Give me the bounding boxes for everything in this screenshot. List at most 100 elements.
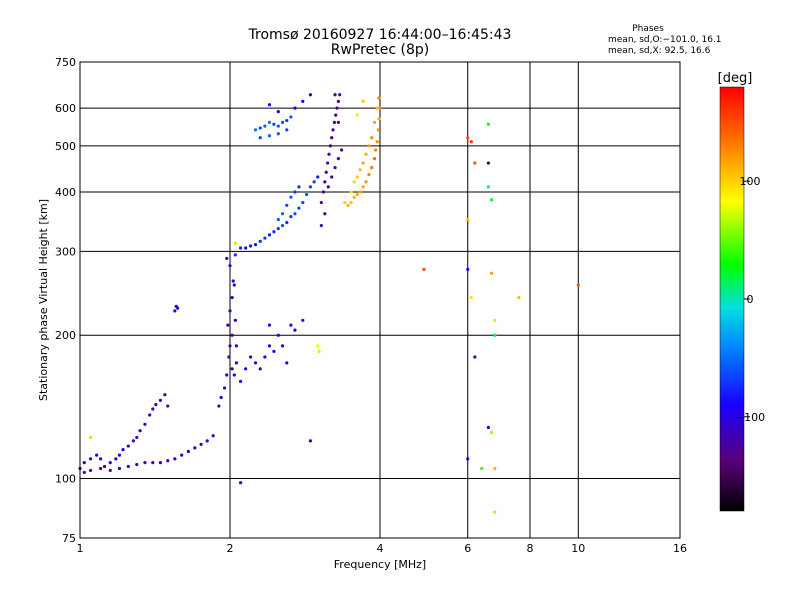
data-point — [316, 175, 320, 179]
data-point — [335, 106, 339, 110]
data-point — [466, 136, 470, 140]
data-point — [151, 407, 155, 411]
data-point — [99, 466, 103, 471]
data-point — [372, 157, 377, 161]
data-point — [367, 173, 371, 177]
y-tick-label: 75 — [62, 532, 76, 545]
data-point — [244, 246, 248, 250]
colorbar-tick-label: 100 — [740, 175, 761, 188]
data-point — [267, 120, 272, 124]
data-point — [319, 223, 323, 228]
data-point — [148, 413, 152, 417]
data-point — [349, 190, 353, 194]
data-point — [234, 344, 238, 348]
y-tick-label: 400 — [55, 186, 76, 199]
data-point — [143, 461, 147, 465]
data-point — [102, 464, 107, 469]
data-point — [226, 323, 230, 327]
data-points — [78, 93, 580, 514]
data-point — [199, 442, 203, 446]
data-point — [372, 120, 377, 124]
data-point — [493, 510, 497, 514]
data-point — [324, 170, 328, 174]
data-point — [349, 200, 353, 205]
data-point — [308, 439, 313, 443]
data-point — [166, 404, 170, 408]
data-point — [480, 466, 484, 471]
data-point — [370, 136, 374, 140]
data-point — [486, 425, 490, 430]
data-point — [205, 439, 209, 443]
data-point — [253, 361, 258, 365]
data-point — [173, 309, 177, 313]
data-point — [285, 128, 289, 132]
phases-o-stats: mean, sd,O:−101.0, 16.1 — [608, 35, 722, 45]
data-point — [158, 461, 163, 465]
data-point — [289, 195, 293, 199]
colorbar-label: [deg] — [718, 71, 753, 86]
x-axis-ticks: 1 2 4 6 8 10 16 — [77, 542, 688, 555]
data-point — [121, 448, 125, 452]
data-point — [375, 140, 379, 144]
data-point — [267, 134, 272, 138]
data-point — [126, 444, 130, 448]
data-point — [490, 430, 494, 434]
data-point — [114, 457, 118, 461]
data-point — [293, 190, 297, 194]
data-point — [158, 398, 163, 402]
y-tick-label: 100 — [55, 473, 76, 486]
data-point — [138, 429, 142, 433]
data-point — [131, 439, 136, 443]
data-point — [280, 120, 285, 124]
data-point — [473, 355, 477, 359]
plot-frame — [79, 61, 681, 539]
data-point — [238, 246, 243, 250]
x-tick-label: 10 — [571, 542, 585, 555]
data-point — [230, 367, 234, 371]
data-point — [346, 203, 350, 207]
data-point — [293, 106, 297, 110]
data-point — [227, 355, 231, 359]
data-point — [422, 267, 426, 272]
data-point — [258, 126, 262, 130]
data-point — [355, 175, 359, 179]
data-point — [326, 161, 330, 165]
data-point — [338, 93, 342, 97]
data-point — [308, 93, 313, 97]
data-point — [377, 117, 381, 121]
data-point — [258, 136, 262, 140]
data-point — [297, 206, 301, 210]
data-point — [117, 466, 122, 471]
data-point — [466, 457, 470, 461]
data-point — [378, 106, 382, 110]
x-tick-label: 8 — [527, 542, 534, 555]
data-point — [238, 481, 243, 485]
data-point — [143, 422, 147, 426]
data-point — [330, 175, 334, 179]
data-point — [219, 395, 223, 400]
data-point — [276, 333, 280, 337]
data-point — [364, 152, 368, 156]
data-point — [473, 161, 477, 165]
data-point — [466, 267, 470, 272]
data-point — [343, 200, 347, 205]
data-point — [88, 435, 93, 440]
data-point — [126, 464, 130, 469]
data-point — [336, 99, 340, 103]
data-point — [233, 253, 237, 257]
phases-heading: Phases — [632, 24, 664, 34]
data-point — [316, 344, 320, 348]
data-point — [280, 212, 285, 216]
data-point — [244, 367, 248, 371]
data-point — [230, 333, 234, 337]
data-point — [285, 361, 289, 365]
data-point — [486, 161, 490, 165]
data-point — [222, 386, 227, 390]
data-point — [285, 220, 289, 225]
data-point — [228, 264, 232, 268]
x-tick-label: 6 — [464, 542, 471, 555]
data-point — [330, 136, 334, 140]
phase-colorbar — [719, 86, 745, 512]
data-point — [151, 461, 155, 465]
